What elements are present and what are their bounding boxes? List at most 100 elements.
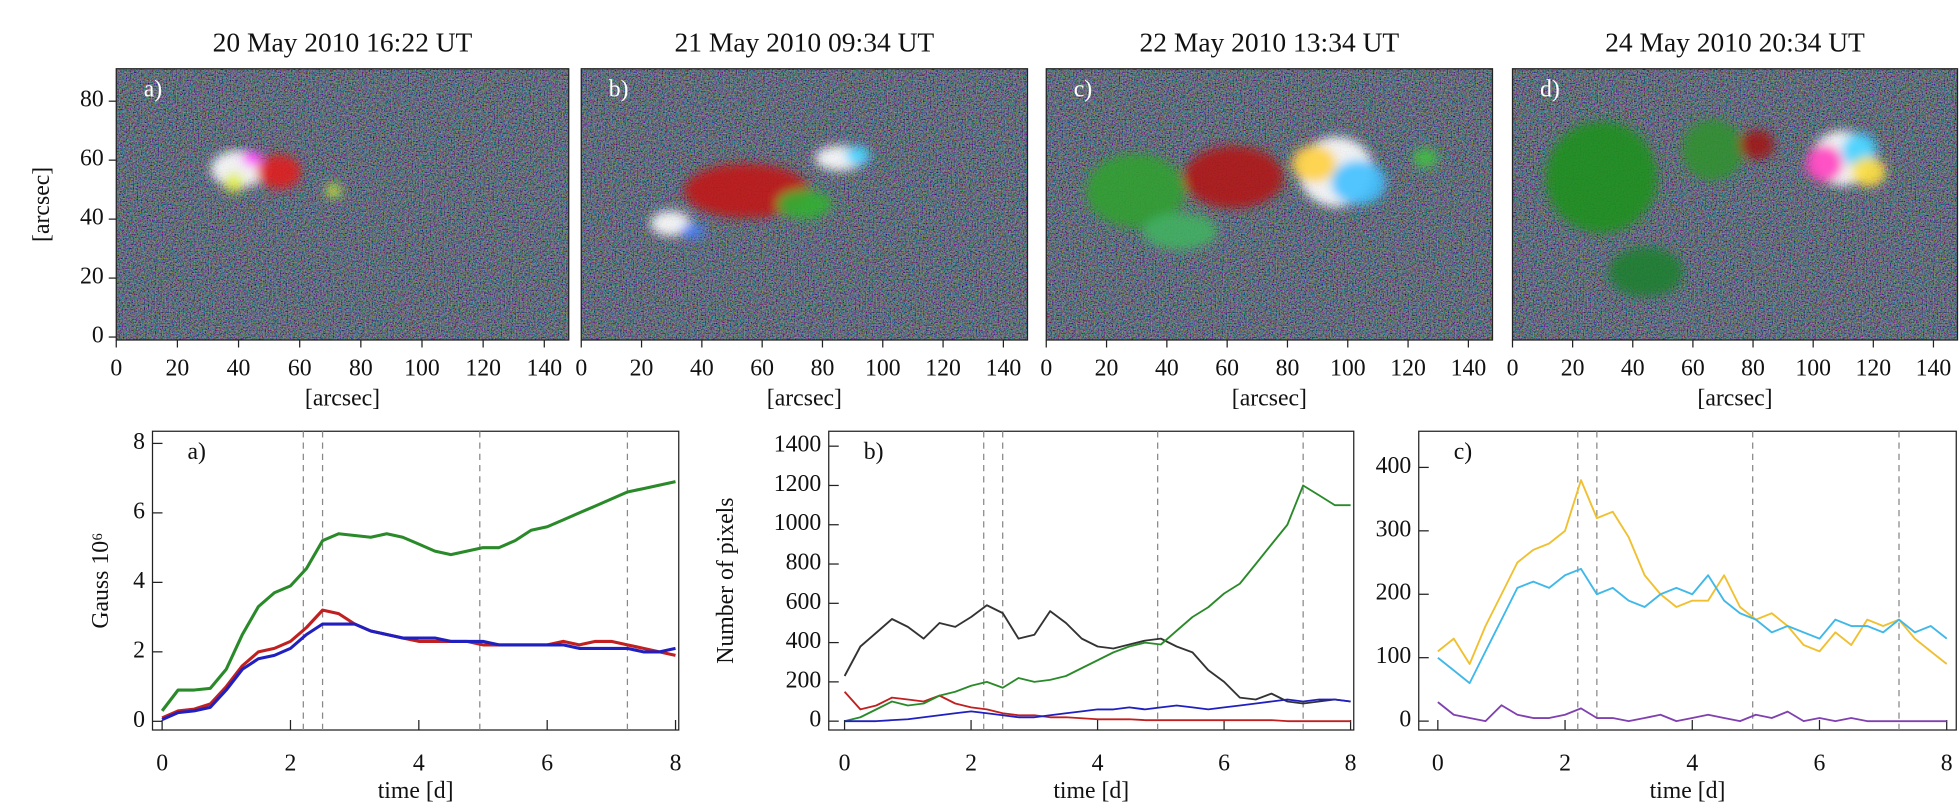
image-title: 21 May 2010 09:34 UT [675, 26, 935, 57]
x-tick-label: 100 [865, 355, 901, 381]
magnetic-feature [242, 150, 263, 166]
x-tick-label: 0 [575, 355, 587, 381]
magnetic-feature [1085, 153, 1186, 229]
x-tick-label: 2 [965, 750, 977, 776]
y-tick-label: 40 [80, 205, 104, 231]
series-line [843, 604, 1351, 705]
x-tick-label: 6 [541, 750, 553, 776]
y-tick-label: 20 [80, 264, 104, 290]
x-tick-label: 0 [110, 355, 122, 381]
magnetic-feature [1142, 212, 1218, 251]
x-tick-label: 60 [288, 355, 312, 381]
x-tick-label: 4 [413, 750, 425, 776]
y-tick-label: 400 [786, 628, 822, 654]
panel-label: c) [1074, 77, 1092, 103]
series-line [160, 480, 676, 712]
panel-label: c) [1454, 439, 1472, 465]
image-title: 22 May 2010 13:34 UT [1140, 26, 1400, 57]
x-tick-label: 8 [1941, 750, 1953, 776]
x-tick-label: 0 [1040, 355, 1052, 381]
magnetic-feature [1739, 129, 1775, 160]
panel-label: d) [1540, 77, 1560, 103]
y-tick-label: 0 [1399, 707, 1411, 733]
magnetic-feature [1413, 148, 1439, 169]
x-tick-label: 100 [1330, 355, 1366, 381]
x-tick-label: 40 [1621, 355, 1645, 381]
y-tick-label: 0 [133, 707, 145, 733]
image-features [650, 145, 871, 239]
x-tick-label: 40 [227, 355, 251, 381]
x-tick-label: 140 [986, 355, 1022, 381]
magnetic-feature [1681, 118, 1744, 182]
x-axis-label: [arcsec] [305, 385, 380, 411]
image-title: 24 May 2010 20:34 UT [1605, 26, 1865, 57]
y-tick-label: 600 [786, 589, 822, 615]
x-axis-label: time [d] [378, 778, 454, 804]
y-tick-label: 8 [133, 429, 145, 455]
x-tick-label: 20 [1561, 355, 1585, 381]
y-tick-label: 100 [1376, 643, 1412, 669]
image-features [1085, 136, 1439, 251]
y-tick-label: 400 [1376, 453, 1412, 479]
magnetic-feature [1545, 121, 1658, 234]
x-tick-label: 20 [630, 355, 654, 381]
image-title: 20 May 2010 16:22 UT [213, 26, 473, 57]
magnetic-feature [1851, 156, 1886, 187]
series-line [844, 484, 1351, 723]
magnetic-feature [256, 154, 302, 190]
magnetic-feature [1291, 144, 1337, 183]
y-tick-label: 80 [80, 87, 104, 113]
x-tick-label: 2 [1559, 750, 1571, 776]
series-line [1437, 701, 1947, 723]
y-tick-label: 1200 [774, 471, 822, 497]
y-tick-label: 300 [1376, 516, 1412, 542]
image-frame [1511, 68, 1959, 341]
x-tick-label: 0 [839, 750, 851, 776]
x-tick-label: 100 [404, 355, 440, 381]
series-line [1437, 567, 1948, 685]
x-tick-label: 4 [1686, 750, 1698, 776]
x-tick-label: 20 [1095, 355, 1119, 381]
x-tick-label: 20 [166, 355, 190, 381]
series-line [161, 608, 676, 720]
x-tick-label: 100 [1795, 355, 1831, 381]
plot-frame [828, 430, 1355, 731]
x-tick-label: 40 [1155, 355, 1179, 381]
x-tick-label: 60 [750, 355, 774, 381]
image-noise [116, 68, 569, 340]
series-line [161, 622, 676, 722]
x-axis-label: [arcsec] [1697, 385, 1772, 411]
y-axis-label: Gauss 10⁶ [88, 533, 114, 629]
y-axis-label: [arcsec] [29, 167, 55, 242]
y-tick-label: 1400 [774, 432, 822, 458]
magnetic-feature [1805, 144, 1843, 183]
image-frame [115, 68, 570, 341]
magnetic-feature [223, 172, 244, 193]
x-tick-label: 4 [1092, 750, 1104, 776]
x-tick-label: 140 [1916, 355, 1952, 381]
image-features [1545, 118, 1886, 298]
x-axis-label: time [d] [1650, 778, 1726, 804]
x-axis-label: time [d] [1053, 778, 1129, 804]
magnetic-feature [325, 183, 341, 199]
series-line [1437, 479, 1948, 665]
y-tick-label: 6 [133, 498, 145, 524]
panel-label: a) [188, 439, 206, 465]
image-frame [580, 68, 1029, 341]
x-tick-label: 60 [1681, 355, 1705, 381]
x-tick-label: 80 [349, 355, 373, 381]
y-tick-label: 4 [133, 568, 145, 594]
panel-label: b) [609, 77, 629, 103]
y-tick-label: 0 [92, 323, 104, 349]
image-frame [1045, 68, 1494, 341]
x-tick-label: 6 [1814, 750, 1826, 776]
x-tick-label: 80 [1276, 355, 1300, 381]
y-tick-label: 60 [80, 146, 104, 172]
x-tick-label: 80 [811, 355, 835, 381]
x-axis-label: [arcsec] [1232, 385, 1307, 411]
magnetic-feature [1608, 247, 1684, 298]
x-tick-label: 2 [285, 750, 297, 776]
plot-frame [151, 430, 680, 731]
series-line [844, 698, 1351, 723]
